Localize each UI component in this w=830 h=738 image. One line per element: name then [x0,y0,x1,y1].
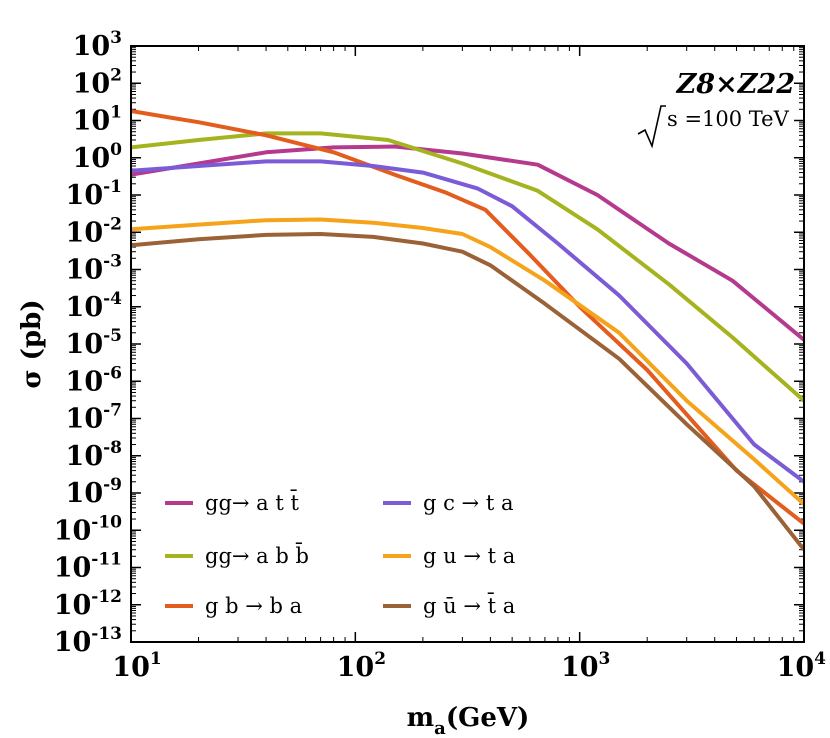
series-line-1 [131,144,804,342]
y-tick-label: 10-9 [66,475,122,509]
x-tick-label: 103 [561,649,610,683]
y-tick-label: 10-4 [66,289,123,323]
series-line-2 [131,131,804,403]
x-tick-label: 101 [112,649,161,683]
legend-label: gg→ a b b̄ [205,542,309,568]
y-tick-label: 10-10 [54,512,122,546]
legend-item-3: g b → b a [165,594,302,618]
y-tick-label: 10-6 [66,363,122,397]
energy-label: s =100 TeV [667,107,790,131]
energy-annotation: s =100 TeV [637,105,790,149]
y-tick-label: 10-13 [54,624,122,658]
legend-label: g c → t a [423,491,513,515]
series-line-6 [131,232,804,551]
y-tick-label: 10-8 [66,438,122,472]
x-tick-label: 104 [777,649,827,683]
legend-label: gg→ a t t̄ [205,489,299,515]
sqrt-icon [637,105,666,149]
y-tick-label: 10-2 [66,214,122,248]
series-line-5 [131,217,804,506]
legend-item-2: gg→ a b b̄ [165,542,309,568]
y-tick-label: 101 [73,103,122,137]
x-tick-labels: 101 102 103 104 [112,649,826,683]
legend-item-4: g c → t a [383,491,513,515]
symmetry-label: Z8×Z22 [676,69,795,100]
y-tick-label: 10-5 [66,326,122,360]
y-axis-title: σ (pb) [17,299,47,388]
legend-label: g ū → t̄ a [423,592,515,618]
legend-item-6: g ū → t̄ a [383,592,515,618]
y-tick-label: 102 [73,65,122,99]
legend-item-5: g u → t a [383,544,515,568]
y-tick-label: 10-11 [54,550,122,584]
legend-label: g b → b a [205,594,302,618]
y-tick-label: 100 [73,140,123,174]
y-tick-label: 10-7 [66,401,122,435]
y-tick-label: 10-3 [66,252,122,286]
x-axis-title: ma(GeV) [407,703,530,738]
legend-label: g u → t a [423,544,515,568]
y-tick-label: 10-1 [66,177,122,211]
x-tick-label: 102 [337,649,386,683]
legend: gg→ a t t̄ gg→ a b b̄ g b → b a g c → t a g … [165,489,515,618]
legend-item-1: gg→ a t t̄ [165,489,299,515]
series-line-3 [131,109,804,526]
y-tick-label: 10-12 [54,587,122,621]
series-line-4 [131,159,804,484]
plot-frame [130,45,805,643]
series-layer [131,109,804,551]
y-tick-label: 103 [73,28,122,62]
